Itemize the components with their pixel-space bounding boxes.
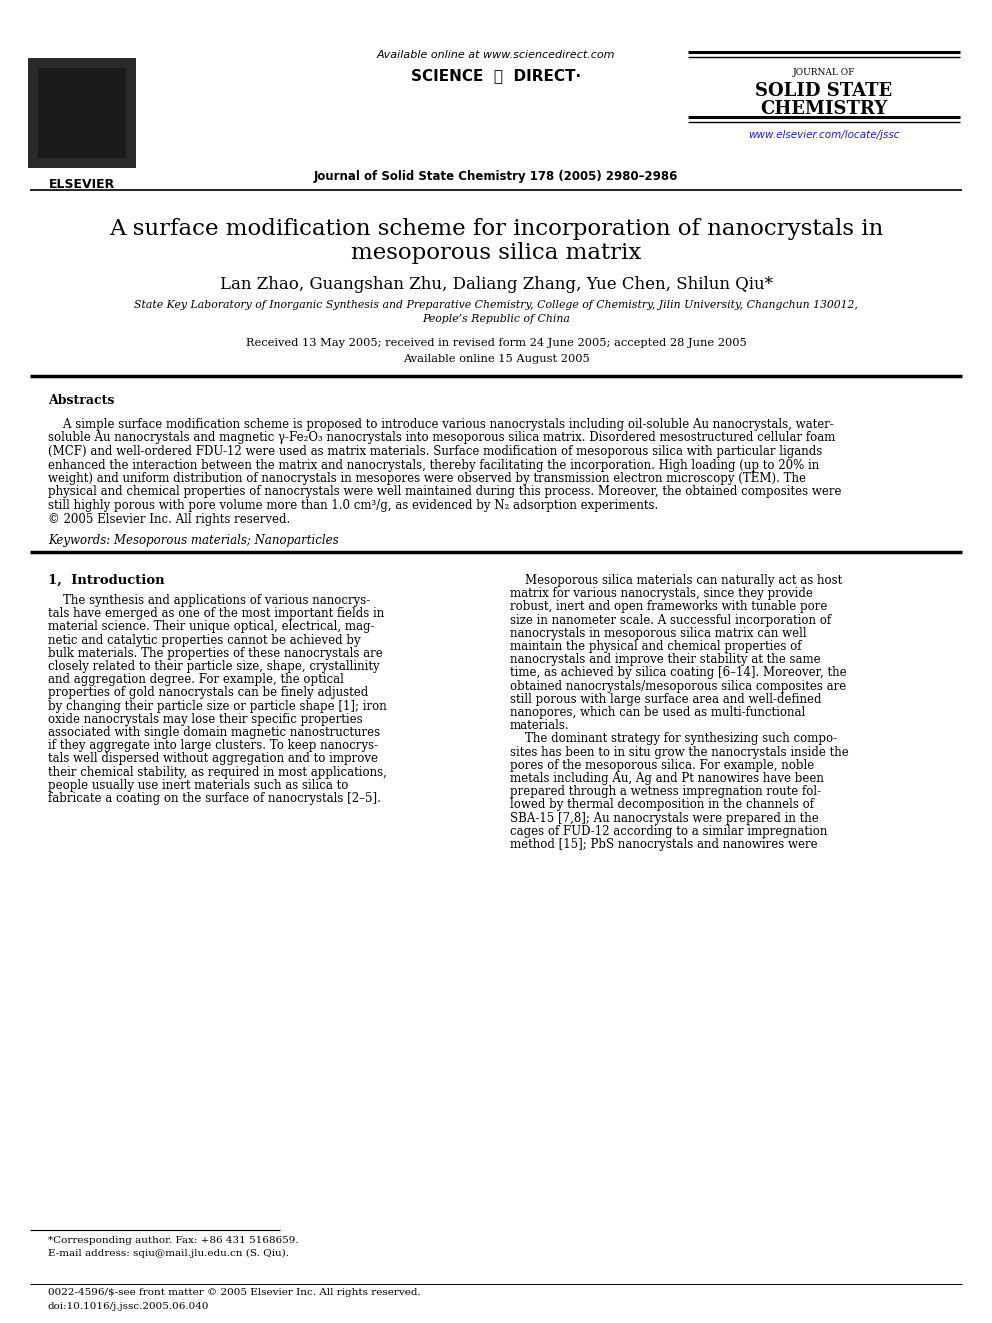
Text: ELSEVIER: ELSEVIER [49, 179, 115, 191]
Text: tals well dispersed without aggregation and to improve: tals well dispersed without aggregation … [48, 753, 378, 766]
Text: 1,  Introduction: 1, Introduction [48, 574, 165, 587]
Text: robust, inert and open frameworks with tunable pore: robust, inert and open frameworks with t… [510, 601, 827, 614]
Text: nanocrystals in mesoporous silica matrix can well: nanocrystals in mesoporous silica matrix… [510, 627, 806, 640]
Text: fabricate a coating on the surface of nanocrystals [2–5].: fabricate a coating on the surface of na… [48, 792, 381, 804]
Text: matrix for various nanocrystals, since they provide: matrix for various nanocrystals, since t… [510, 587, 812, 601]
Text: SOLID STATE: SOLID STATE [756, 82, 893, 101]
Text: people usually use inert materials such as silica to: people usually use inert materials such … [48, 779, 348, 791]
Text: E-mail address: sqiu@mail.jlu.edu.cn (S. Qiu).: E-mail address: sqiu@mail.jlu.edu.cn (S.… [48, 1249, 289, 1258]
Text: The dominant strategy for synthesizing such compo-: The dominant strategy for synthesizing s… [510, 733, 837, 745]
Text: State Key Laboratory of Inorganic Synthesis and Preparative Chemistry, College o: State Key Laboratory of Inorganic Synthe… [134, 300, 858, 310]
Text: oxide nanocrystals may lose their specific properties: oxide nanocrystals may lose their specif… [48, 713, 363, 726]
Text: sites has been to in situ grow the nanocrystals inside the: sites has been to in situ grow the nanoc… [510, 746, 849, 758]
Text: bulk materials. The properties of these nanocrystals are: bulk materials. The properties of these … [48, 647, 383, 660]
Text: 0022-4596/$-see front matter © 2005 Elsevier Inc. All rights reserved.: 0022-4596/$-see front matter © 2005 Else… [48, 1289, 421, 1297]
Text: materials.: materials. [510, 720, 569, 732]
Text: by changing their particle size or particle shape [1]; iron: by changing their particle size or parti… [48, 700, 387, 713]
Text: People’s Republic of China: People’s Republic of China [422, 314, 570, 324]
Text: © 2005 Elsevier Inc. All rights reserved.: © 2005 Elsevier Inc. All rights reserved… [48, 512, 291, 525]
Text: JOURNAL OF: JOURNAL OF [793, 67, 855, 77]
Text: A simple surface modification scheme is proposed to introduce various nanocrysta: A simple surface modification scheme is … [48, 418, 834, 431]
Text: nanopores, which can be used as multi-functional: nanopores, which can be used as multi-fu… [510, 706, 806, 718]
Text: properties of gold nanocrystals can be finely adjusted: properties of gold nanocrystals can be f… [48, 687, 368, 700]
Text: pores of the mesoporous silica. For example, noble: pores of the mesoporous silica. For exam… [510, 759, 814, 771]
Text: Keywords: Mesoporous materials; Nanoparticles: Keywords: Mesoporous materials; Nanopart… [48, 534, 338, 546]
Text: time, as achieved by silica coating [6–14]. Moreover, the: time, as achieved by silica coating [6–1… [510, 667, 846, 680]
Text: size in nanometer scale. A successful incorporation of: size in nanometer scale. A successful in… [510, 614, 831, 627]
Text: doi:10.1016/j.jssc.2005.06.040: doi:10.1016/j.jssc.2005.06.040 [48, 1302, 209, 1311]
Text: and aggregation degree. For example, the optical: and aggregation degree. For example, the… [48, 673, 344, 687]
Text: maintain the physical and chemical properties of: maintain the physical and chemical prope… [510, 640, 802, 654]
Text: (MCF) and well-ordered FDU-12 were used as matrix materials. Surface modificatio: (MCF) and well-ordered FDU-12 were used … [48, 445, 822, 458]
Text: Journal of Solid State Chemistry 178 (2005) 2980–2986: Journal of Solid State Chemistry 178 (20… [313, 169, 679, 183]
Text: CHEMISTRY: CHEMISTRY [761, 101, 888, 118]
Text: method [15]; PbS nanocrystals and nanowires were: method [15]; PbS nanocrystals and nanowi… [510, 837, 817, 851]
Text: weight) and uniform distribution of nanocrystals in mesopores were observed by t: weight) and uniform distribution of nano… [48, 472, 806, 486]
Text: A surface modification scheme for incorporation of nanocrystals in: A surface modification scheme for incorp… [109, 218, 883, 239]
Text: cages of FUD-12 according to a similar impregnation: cages of FUD-12 according to a similar i… [510, 824, 827, 837]
Text: Available online 15 August 2005: Available online 15 August 2005 [403, 355, 589, 364]
Text: The synthesis and applications of various nanocrys-: The synthesis and applications of variou… [48, 594, 370, 607]
Text: www.elsevier.com/locate/jssc: www.elsevier.com/locate/jssc [748, 130, 900, 140]
Text: if they aggregate into large clusters. To keep nanocrys-: if they aggregate into large clusters. T… [48, 740, 378, 753]
Text: physical and chemical properties of nanocrystals were well maintained during thi: physical and chemical properties of nano… [48, 486, 841, 499]
Text: Lan Zhao, Guangshan Zhu, Daliang Zhang, Yue Chen, Shilun Qiu*: Lan Zhao, Guangshan Zhu, Daliang Zhang, … [219, 277, 773, 292]
Text: nanocrystals and improve their stability at the same: nanocrystals and improve their stability… [510, 654, 820, 667]
Text: Abstracts: Abstracts [48, 394, 114, 407]
Text: *Corresponding author. Fax: +86 431 5168659.: *Corresponding author. Fax: +86 431 5168… [48, 1236, 299, 1245]
Text: SBA-15 [7,8]; Au nanocrystals were prepared in the: SBA-15 [7,8]; Au nanocrystals were prepa… [510, 811, 818, 824]
Text: soluble Au nanocrystals and magnetic γ-Fe₂O₃ nanocrystals into mesoporous silica: soluble Au nanocrystals and magnetic γ-F… [48, 431, 835, 445]
Text: material science. Their unique optical, electrical, mag-: material science. Their unique optical, … [48, 620, 375, 634]
Text: prepared through a wetness impregnation route fol-: prepared through a wetness impregnation … [510, 785, 821, 798]
Text: mesoporous silica matrix: mesoporous silica matrix [351, 242, 641, 265]
Text: netic and catalytic properties cannot be achieved by: netic and catalytic properties cannot be… [48, 634, 361, 647]
Text: obtained nanocrystals/mesoporous silica composites are: obtained nanocrystals/mesoporous silica … [510, 680, 846, 693]
Text: SCIENCE  ⓓ  DIRECT·: SCIENCE ⓓ DIRECT· [411, 67, 581, 83]
Text: still highly porous with pore volume more than 1.0 cm³/g, as evidenced by N₂ ads: still highly porous with pore volume mor… [48, 499, 659, 512]
Text: associated with single domain magnetic nanostructures: associated with single domain magnetic n… [48, 726, 380, 740]
Bar [28, 58, 136, 168]
Bar [38, 67, 126, 157]
Text: their chemical stability, as required in most applications,: their chemical stability, as required in… [48, 766, 387, 779]
Text: metals including Au, Ag and Pt nanowires have been: metals including Au, Ag and Pt nanowires… [510, 773, 824, 785]
Text: lowed by thermal decomposition in the channels of: lowed by thermal decomposition in the ch… [510, 798, 814, 811]
Text: closely related to their particle size, shape, crystallinity: closely related to their particle size, … [48, 660, 380, 673]
Text: enhanced the interaction between the matrix and nanocrystals, thereby facilitati: enhanced the interaction between the mat… [48, 459, 819, 471]
Text: tals have emerged as one of the most important fields in: tals have emerged as one of the most imp… [48, 607, 384, 620]
Text: Available online at www.sciencedirect.com: Available online at www.sciencedirect.co… [377, 50, 615, 60]
Text: Received 13 May 2005; received in revised form 24 June 2005; accepted 28 June 20: Received 13 May 2005; received in revise… [246, 337, 746, 348]
Text: Mesoporous silica materials can naturally act as host: Mesoporous silica materials can naturall… [510, 574, 842, 587]
Text: still porous with large surface area and well-defined: still porous with large surface area and… [510, 693, 821, 705]
